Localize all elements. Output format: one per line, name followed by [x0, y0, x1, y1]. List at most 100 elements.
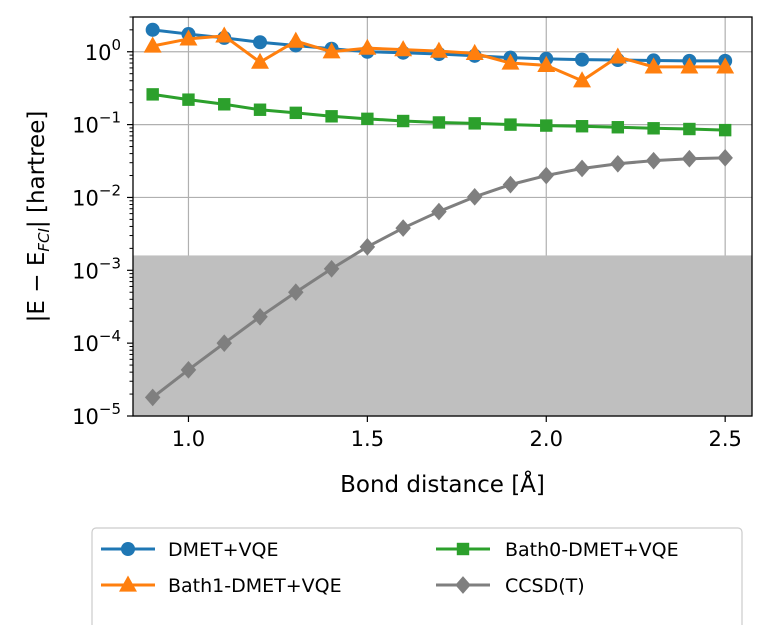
data-point — [468, 117, 481, 130]
legend-marker — [119, 575, 137, 592]
legend-label: Bath0-DMET+VQE — [505, 539, 679, 561]
y-tick-base: 10 — [72, 259, 99, 283]
data-point — [465, 43, 484, 60]
y-axis-label: |E − EFCI| [hartree] — [24, 111, 53, 323]
data-point — [180, 361, 197, 379]
data-point — [323, 259, 340, 278]
data-point — [182, 93, 195, 106]
data-point — [683, 122, 696, 136]
series-bath0-dmet-vqe — [146, 88, 732, 137]
y-tick-base: 10 — [85, 41, 112, 65]
legend-item: Bath0-DMET+VQE — [436, 539, 679, 561]
data-point — [680, 57, 699, 74]
data-point — [647, 122, 660, 135]
data-point — [431, 202, 447, 221]
data-point — [252, 307, 268, 326]
legend-label: Bath1-DMET+VQE — [168, 575, 342, 597]
y-tick-base: 10 — [72, 332, 99, 356]
y-axis-label-part-2: | [hartree] — [24, 111, 50, 228]
y-tick-base: 10 — [72, 186, 99, 210]
data-point — [215, 26, 234, 43]
data-point — [218, 98, 231, 111]
y-axis-label-subscript: FCI — [35, 228, 53, 252]
shaded-region — [133, 255, 752, 416]
y-tick-base: 10 — [72, 114, 99, 138]
data-point — [718, 123, 732, 137]
y-axis-label-part-1: |E − E — [24, 252, 50, 323]
x-ticks: 1.0 1.5 2.0 2.5 — [172, 416, 742, 451]
legend: DMET+VQE Bath0-DMET+VQE Bath1-DMET+VQE CCSD… — [91, 527, 743, 625]
series-layer — [143, 22, 735, 407]
data-point — [361, 112, 374, 126]
data-point — [286, 31, 305, 48]
data-point — [395, 219, 411, 237]
data-point — [466, 188, 483, 206]
data-point — [143, 36, 162, 53]
data-point — [540, 119, 553, 132]
data-point — [289, 106, 303, 120]
plot-frame — [132, 16, 753, 417]
y-tick-label: 10−3 — [72, 254, 121, 283]
y-tick-exponent: −2 — [99, 181, 121, 199]
data-point — [573, 71, 592, 88]
data-point — [608, 47, 627, 64]
data-point — [251, 52, 269, 69]
data-point — [288, 283, 304, 302]
y-tick-label: 10−4 — [72, 327, 121, 356]
legend-box — [91, 527, 743, 625]
data-point — [144, 388, 161, 407]
data-point — [253, 35, 268, 50]
legend-marker — [120, 541, 136, 557]
data-point — [681, 149, 698, 168]
x-tick-label: 1.5 — [351, 427, 384, 451]
data-point — [216, 334, 233, 352]
y-tick-exponent: −1 — [99, 109, 121, 127]
y-tick-label: 100 — [85, 36, 121, 65]
data-point — [145, 22, 160, 37]
y-tick-label: 10−2 — [72, 181, 121, 210]
legend-item: CCSD(T) — [436, 575, 585, 597]
data-point — [146, 88, 159, 101]
x-tick-label: 2.0 — [530, 427, 563, 451]
y-tick-exponent: −5 — [99, 400, 121, 418]
legend-label: CCSD(T) — [505, 575, 585, 597]
data-point — [645, 151, 662, 170]
data-point — [538, 166, 555, 185]
y-tick-exponent: −3 — [99, 254, 121, 272]
data-point — [322, 42, 341, 59]
legend-item: Bath1-DMET+VQE — [101, 575, 342, 597]
x-tick-label: 1.0 — [172, 427, 205, 451]
y-tick-exponent: 0 — [111, 36, 121, 54]
data-point — [359, 238, 376, 256]
legend-marker — [456, 542, 470, 556]
data-point — [537, 55, 556, 73]
x-tick-label: 2.5 — [708, 427, 741, 451]
data-point — [504, 118, 517, 131]
series-bath1-dmet-vqe — [143, 26, 735, 88]
data-point — [432, 116, 446, 129]
legend-label: DMET+VQE — [168, 539, 279, 561]
data-point — [644, 57, 663, 74]
data-point — [396, 114, 410, 128]
data-point — [253, 103, 267, 116]
series-ccsd-t- — [144, 149, 733, 407]
data-point — [575, 120, 589, 133]
data-point — [716, 57, 735, 74]
data-point — [502, 175, 519, 194]
data-point — [358, 38, 377, 55]
data-point — [429, 41, 448, 58]
data-point — [394, 40, 413, 57]
y-tick-exponent: −4 — [99, 327, 121, 345]
legend-marker — [455, 576, 471, 594]
data-point — [717, 149, 733, 167]
x-axis-label: Bond distance [Å] — [340, 470, 545, 498]
y-tick-label: 10−5 — [72, 400, 121, 429]
data-point — [325, 110, 338, 123]
legend-item: DMET+VQE — [101, 539, 279, 561]
data-point — [575, 52, 590, 67]
data-point — [574, 159, 590, 178]
data-point — [501, 53, 520, 70]
y-tick-base: 10 — [72, 405, 99, 429]
